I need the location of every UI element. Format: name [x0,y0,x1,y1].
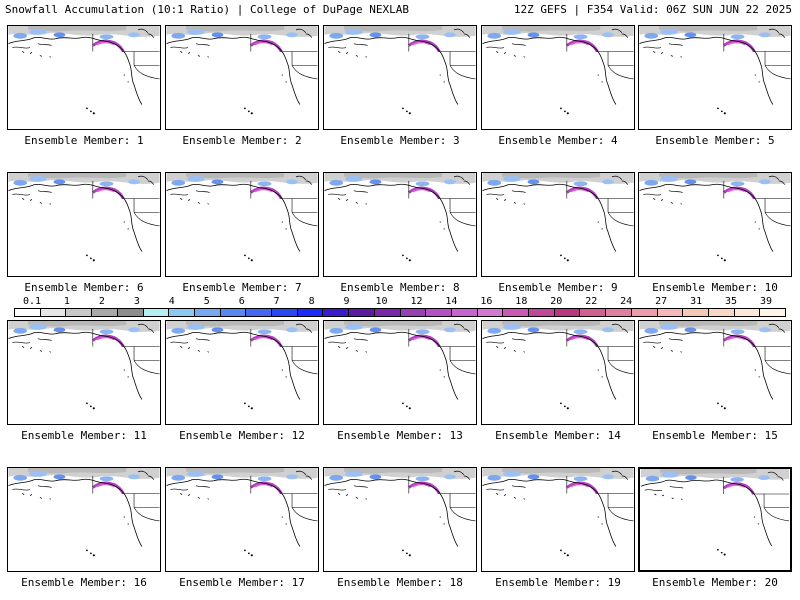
ensemble-member-label: Ensemble Member: 19 [495,576,621,589]
colorbar-swatch [220,309,247,316]
ensemble-member-label: Ensemble Member: 14 [495,429,621,442]
colorbar-swatch [297,309,324,316]
ensemble-member-label: Ensemble Member: 11 [21,429,147,442]
colorbar-swatch [554,309,581,316]
colorbar-swatch [503,309,530,316]
colorbar-swatch [374,309,401,316]
colorbar-label: 24 [620,296,633,307]
colorbar-swatch [760,309,786,316]
colorbar-label: 39 [759,296,773,307]
colorbar-swatch [657,309,684,316]
ensemble-map-panel[interactable] [323,467,477,572]
colorbar-swatch [529,309,555,316]
colorbar-labels: 0.1 1 2 3 4 5 6 7 8 9 10 12 14 16 18 20 22 24 27 31 35 39 [14,296,786,308]
ensemble-member-label: Ensemble Member: 16 [21,576,147,589]
colorbar-swatch [246,309,273,316]
colorbar-swatch [117,309,144,316]
ensemble-map-panel[interactable] [323,25,477,130]
colorbar-swatch [734,309,761,316]
ensemble-map-panel[interactable] [481,172,635,277]
ensemble-map-panel[interactable] [481,320,635,425]
ensemble-member-label: Ensemble Member: 17 [179,576,305,589]
ensemble-member-label: Ensemble Member: 15 [652,429,778,442]
ensemble-map-panel[interactable] [638,320,792,425]
colorbar-label: 2 [98,296,105,307]
colorbar-label: 9 [343,296,350,307]
colorbar-swatch [683,309,709,316]
colorbar-label: 27 [655,296,668,307]
colorbar-label: 0.1 [22,296,42,307]
ensemble-member-label: Ensemble Member: 8 [340,281,460,294]
colorbar-swatch [580,309,607,316]
colorbar-label: 1 [63,296,70,307]
colorbar-swatch [708,309,735,316]
ensemble-map-panel[interactable] [165,172,319,277]
colorbar-swatch [606,309,632,316]
colorbar-label: 12 [410,296,423,307]
colorbar-swatch [194,309,221,316]
ensemble-map-panel[interactable] [638,25,792,130]
ensemble-map-panel[interactable] [323,320,477,425]
ensemble-map-panel[interactable] [165,467,319,572]
ensemble-member-label: Ensemble Member: 13 [337,429,463,442]
colorbar-swatch [400,309,427,316]
colorbar-label: 8 [308,296,315,307]
ensemble-map-panel[interactable] [165,320,319,425]
colorbar-label: 5 [203,296,210,307]
ensemble-member-label: Ensemble Member: 4 [498,134,618,147]
colorbar-swatch [66,309,93,316]
ensemble-map-panel[interactable] [7,320,161,425]
snowfall-colorbar: 0.1 1 2 3 4 5 6 7 8 9 10 12 14 16 18 20 22 24 27 31 35 39 [14,296,786,318]
ensemble-map-panel[interactable] [7,25,161,130]
ensemble-map-panel[interactable] [323,172,477,277]
colorbar-swatch [92,309,118,316]
ensemble-member-label: Ensemble Member: 1 [24,134,144,147]
ensemble-member-label: Ensemble Member: 18 [337,576,463,589]
ensemble-member-label: Ensemble Member: 3 [340,134,460,147]
ensemble-member-label: Ensemble Member: 9 [498,281,618,294]
colorbar-label: 10 [375,296,388,307]
colorbar-label: 7 [273,296,280,307]
ensemble-map-panel[interactable] [638,467,792,572]
colorbar-label: 14 [445,296,458,307]
ensemble-map-panel[interactable] [7,172,161,277]
colorbar-label: 6 [238,296,245,307]
run-valid-time: 12Z GEFS | F354 Valid: 06Z SUN JUN 22 20… [513,3,792,16]
colorbar-label: 18 [515,296,528,307]
ensemble-member-label: Ensemble Member: 6 [24,281,144,294]
colorbar-swatches [14,308,786,317]
colorbar-swatch [323,309,350,316]
colorbar-swatch [143,309,170,316]
colorbar-swatch [426,309,452,316]
colorbar-label: 31 [690,296,703,307]
colorbar-swatch [349,309,375,316]
ensemble-member-label: Ensemble Member: 7 [182,281,302,294]
ensemble-map-panel[interactable] [481,467,635,572]
colorbar-swatch [451,309,478,316]
ensemble-member-label: Ensemble Member: 10 [652,281,778,294]
ensemble-map-panel[interactable] [638,172,792,277]
ensemble-map-panel[interactable] [7,467,161,572]
colorbar-label: 3 [133,296,140,307]
colorbar-swatch [169,309,195,316]
colorbar-label: 16 [480,296,493,307]
ensemble-member-label: Ensemble Member: 20 [652,576,778,589]
ensemble-member-label: Ensemble Member: 2 [182,134,302,147]
chart-title: Snowfall Accumulation (10:1 Ratio) | Col… [5,3,409,16]
colorbar-label: 22 [585,296,598,307]
colorbar-swatch [40,309,67,316]
colorbar-label: 20 [550,296,563,307]
colorbar-label: 35 [725,296,738,307]
ensemble-member-label: Ensemble Member: 12 [179,429,305,442]
ensemble-map-panel[interactable] [481,25,635,130]
ensemble-map-panel[interactable] [165,25,319,130]
colorbar-swatch [15,309,41,316]
colorbar-label: 4 [168,296,175,307]
ensemble-member-label: Ensemble Member: 5 [655,134,775,147]
colorbar-swatch [477,309,504,316]
colorbar-swatch [272,309,298,316]
colorbar-swatch [631,309,658,316]
